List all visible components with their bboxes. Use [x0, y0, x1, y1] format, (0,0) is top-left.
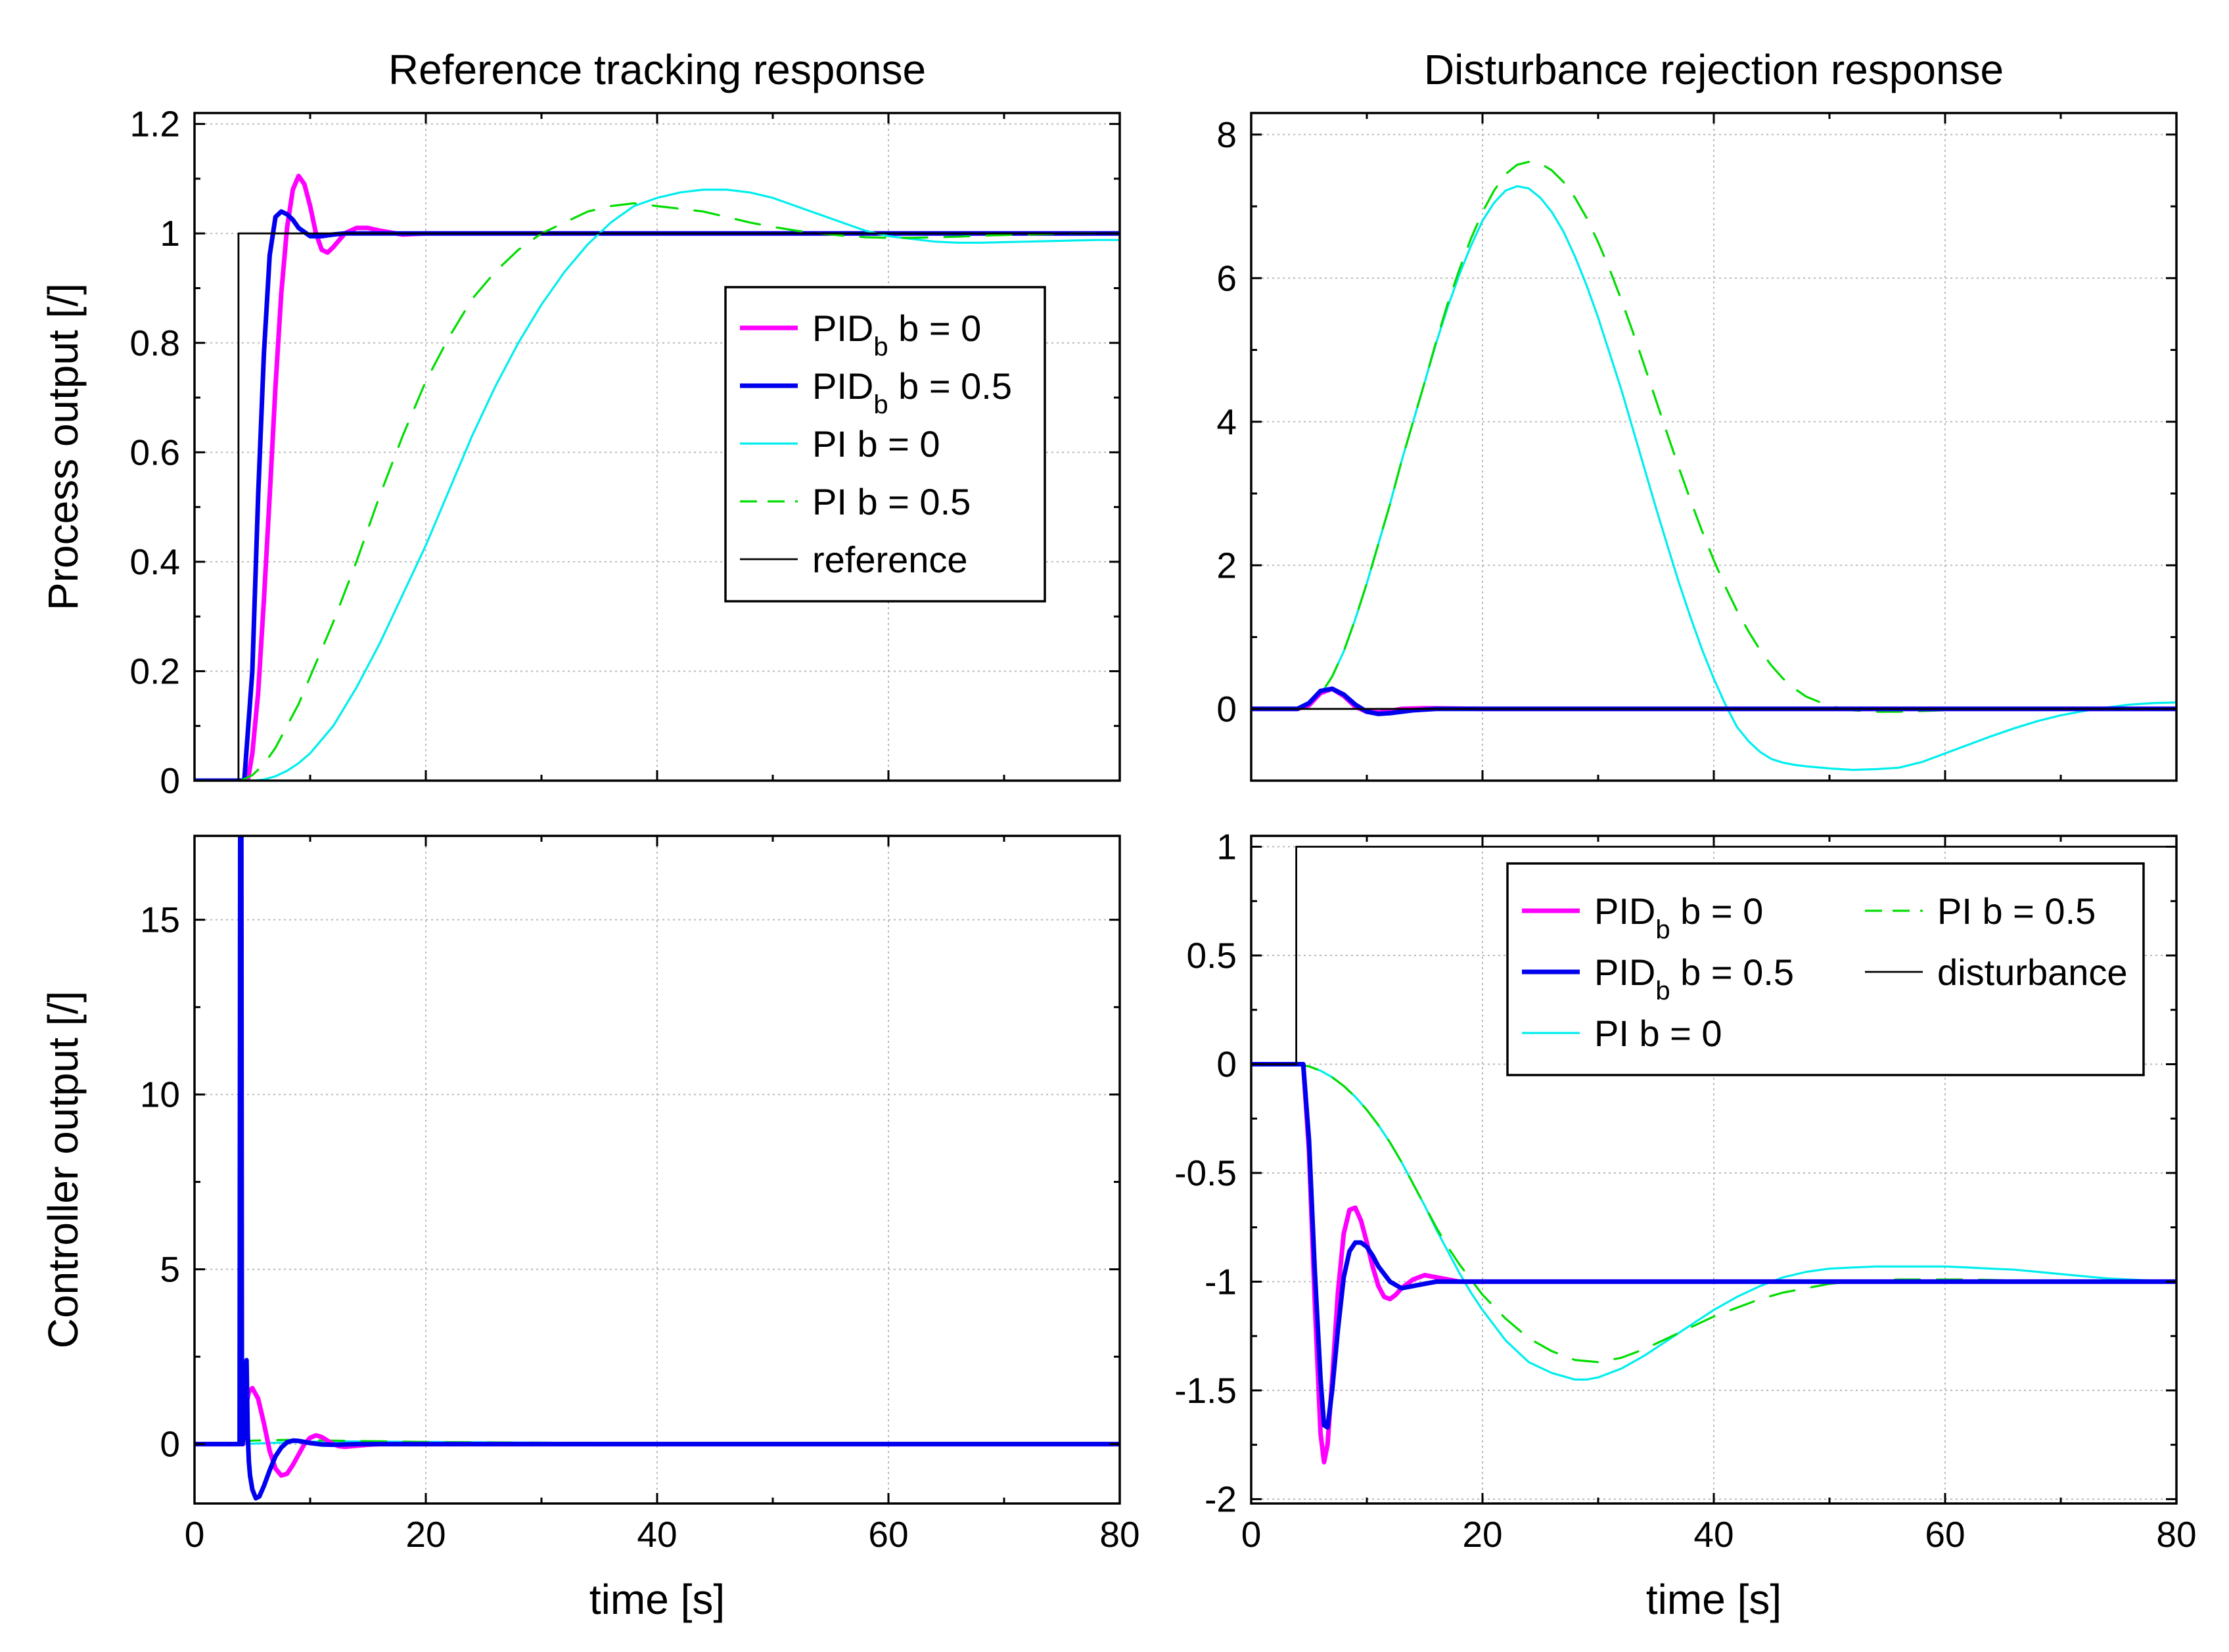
- legend-subscript: b: [1655, 976, 1670, 1005]
- y-tick-label: 0.6: [130, 432, 180, 472]
- x-tick-label: 60: [1925, 1514, 1965, 1555]
- legend-subscript: b: [873, 390, 888, 419]
- x-tick-label: 20: [405, 1514, 446, 1555]
- legend-subscript: b: [1655, 915, 1670, 944]
- y-tick-label: 0.5: [1187, 935, 1237, 976]
- series-line-pidb-b-0-5: [1251, 1062, 2176, 1430]
- y-tick-label: -0.5: [1174, 1153, 1237, 1193]
- series-group: [1251, 160, 2176, 771]
- y-tick-label: 15: [140, 900, 180, 940]
- x-tick-label: 60: [868, 1514, 908, 1555]
- legend-suffix: b = 0: [1670, 890, 1764, 932]
- series-group: [195, 173, 1120, 781]
- legend-label-disturbance: disturbance: [1937, 952, 2128, 993]
- y-tick-label: 2: [1216, 545, 1237, 585]
- x-tick-label: 40: [637, 1514, 677, 1555]
- y-tick-label: 0: [160, 1424, 180, 1465]
- y-tick-label: 0.2: [130, 651, 180, 691]
- y-axis-label: Controller output [/]: [39, 991, 87, 1348]
- chart-title: Disturbance rejection response: [1424, 46, 2004, 93]
- legend-label-pi-b-0-5: PI b = 0.5: [1937, 890, 2096, 932]
- y-tick-label: 8: [1216, 114, 1237, 155]
- series-line-disturbance: [1251, 846, 2176, 1065]
- panel-reference-tracking-controller-output: 0 20 40 60 80 0 5 10 15 time [s] Controller output…: [39, 835, 1140, 1623]
- y-tick-label: 0: [160, 760, 180, 801]
- x-tick-label: 80: [2156, 1514, 2196, 1555]
- y-tick-label: 0.8: [130, 323, 180, 363]
- y-tick-label: 10: [140, 1074, 180, 1115]
- series-line-pidb-b-0-5: [195, 836, 1120, 1501]
- legend-label-pi-b-0-5: PI b = 0.5: [812, 481, 971, 522]
- y-tick-label: 5: [160, 1249, 180, 1290]
- y-tick-label: 0.4: [130, 541, 180, 582]
- x-axis-label: time [s]: [589, 1576, 725, 1623]
- series-line-pi-b-0: [1251, 185, 2176, 771]
- legend-box: [1506, 862, 2145, 1076]
- series-group: [195, 836, 1120, 1501]
- y-tick-label: 6: [1216, 258, 1237, 298]
- y-tick-label: 0: [1216, 1044, 1237, 1084]
- legend-subscript: b: [873, 333, 888, 361]
- y-tick-label: 1: [1216, 827, 1237, 867]
- x-tick-label: 0: [1241, 1514, 1262, 1555]
- y-tick-label: 0: [1216, 689, 1237, 729]
- y-tick-label: -1.5: [1174, 1370, 1237, 1411]
- y-tick-label: -1: [1205, 1261, 1237, 1302]
- legend-label-pi-b-0: PI b = 0: [1594, 1013, 1722, 1054]
- x-axis-label: time [s]: [1646, 1576, 1781, 1623]
- chart-title: Reference tracking response: [388, 46, 926, 93]
- series-line-reference: [195, 232, 1120, 781]
- x-tick-label: 0: [185, 1514, 205, 1555]
- legend-suffix: b = 0.5: [888, 365, 1012, 407]
- series-group: [1251, 846, 2176, 1465]
- y-tick-label: 1.2: [130, 104, 180, 145]
- legend-label-reference: reference: [812, 539, 968, 580]
- panel-disturbance-rejection-process-output: 0 2 4 6 8 Disturbance rejection response: [1216, 46, 2178, 782]
- legend-suffix: b = 0.5: [1670, 952, 1794, 993]
- y-tick-label: -2: [1205, 1479, 1237, 1519]
- series-line-pi-b-0: [195, 189, 1120, 781]
- y-tick-label: 1: [160, 213, 180, 254]
- x-tick-label: 80: [1099, 1514, 1139, 1555]
- series-line-pidb-b-0: [1251, 1062, 2176, 1465]
- y-tick-label: 4: [1216, 402, 1237, 442]
- legend-suffix: b = 0: [888, 308, 982, 349]
- series-line-pidb-b-0: [195, 173, 1120, 781]
- y-axis-label: Process output [/]: [39, 283, 87, 610]
- series-line-pi-b-0-5: [195, 202, 1120, 781]
- x-tick-label: 20: [1462, 1514, 1502, 1555]
- x-tick-label: 40: [1693, 1514, 1734, 1555]
- panel-reference-tracking-process-output: 0 0.2 0.4 0.6 0.8 1 1.2 Reference tracking resp…: [39, 46, 1121, 801]
- legend-label-pi-b-0: PI b = 0: [812, 423, 940, 465]
